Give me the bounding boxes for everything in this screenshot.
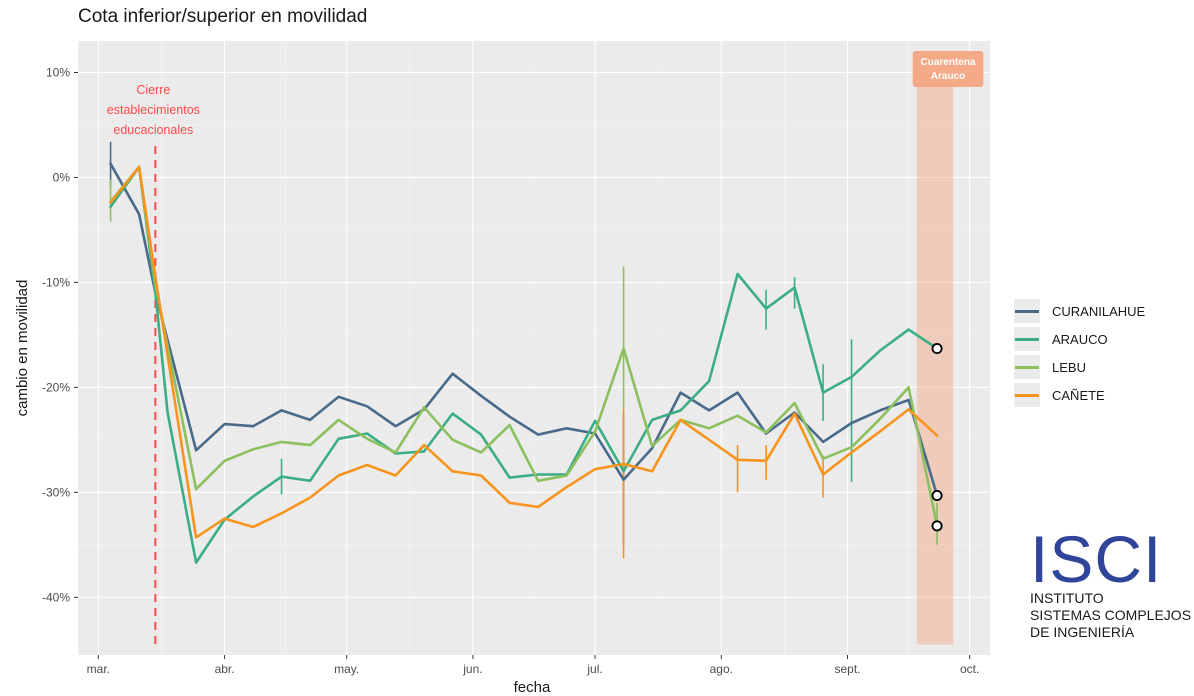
highlight-point (931, 343, 943, 355)
x-tick-label: ago. (710, 662, 733, 676)
series-line-lebu (109, 165, 939, 528)
logo-line-3: DE INGENIERÍA (1030, 624, 1135, 640)
legend-swatch (1015, 337, 1039, 341)
y-axis-title: cambio en movilidad (14, 280, 31, 417)
y-tick-label: -30% (42, 485, 70, 499)
quarantine-layer: Cuarentena Arauco (912, 51, 984, 645)
legend-item: ARAUCO (1014, 325, 1145, 353)
legend-label: CAÑETE (1052, 387, 1105, 403)
y-tick-label: -10% (42, 275, 70, 289)
series-lines (109, 162, 939, 564)
legend-item: CURANILAHUE (1014, 297, 1145, 325)
series-line-cañete (109, 165, 939, 539)
series-line-curanilahue (109, 162, 939, 497)
school-closure-layer: Cierre establecimientos educacionales (107, 83, 200, 645)
x-tick-label: may. (334, 662, 359, 676)
x-tick-label: jun. (462, 662, 482, 676)
legend-label: CURANILAHUE (1052, 303, 1146, 319)
x-tick-label: jul. (586, 662, 602, 676)
highlighted-points (931, 343, 943, 532)
school-closure-label: establecimientos (107, 103, 200, 117)
isci-logo: ISCI INSTITUTO SISTEMAS COMPLEJOS DE ING… (1030, 522, 1192, 641)
legend-key (1014, 299, 1040, 323)
quarantine-label: Cuarentena (921, 57, 976, 68)
plot-area: Cuarentena Arauco Cierre establecimientos e… (14, 41, 990, 696)
x-axis-title: fecha (514, 679, 551, 696)
y-tick-label: 0% (53, 170, 71, 184)
logo-line-2: SISTEMAS COMPLEJOS (1030, 607, 1192, 623)
logo-line-1: INSTITUTO (1030, 590, 1104, 606)
x-tick-label: abr. (215, 662, 235, 676)
legend-label: ARAUCO (1052, 331, 1108, 347)
legend-item: CAÑETE (1014, 381, 1145, 409)
x-tick-label: mar. (87, 662, 110, 676)
x-tick-label: oct. (960, 662, 979, 676)
x-tick-label: sept. (834, 662, 860, 676)
y-axis-ticks: 10% 0% -10% -20% -30% -40% (42, 65, 78, 604)
quarantine-band (916, 83, 954, 645)
highlight-point (931, 489, 943, 501)
chart-title: Cota inferior/superior en movilidad (78, 6, 368, 27)
legend: CURANILAHUE ARAUCO LEBU CAÑETE (1014, 297, 1145, 409)
logo-mark: ISCI (1030, 522, 1163, 596)
legend-key (1014, 355, 1040, 379)
legend-swatch (1015, 309, 1039, 313)
legend-swatch (1015, 365, 1039, 369)
school-closure-label: Cierre (136, 83, 170, 97)
highlight-point (931, 520, 943, 532)
x-axis-ticks: mar. abr. may. jun. jul. ago. sept. oct. (87, 655, 979, 676)
y-tick-label: 10% (46, 65, 70, 79)
quarantine-label: Arauco (931, 71, 965, 82)
quarantine-label-box (912, 51, 984, 87)
school-closure-label: educacionales (113, 123, 193, 137)
legend-key (1014, 383, 1040, 407)
legend-label: LEBU (1052, 359, 1086, 375)
legend-item: LEBU (1014, 353, 1145, 381)
legend-key (1014, 327, 1040, 351)
y-tick-label: -40% (42, 590, 70, 604)
grid-major (78, 41, 990, 655)
y-tick-label: -20% (42, 380, 70, 394)
legend-swatch (1015, 393, 1039, 397)
